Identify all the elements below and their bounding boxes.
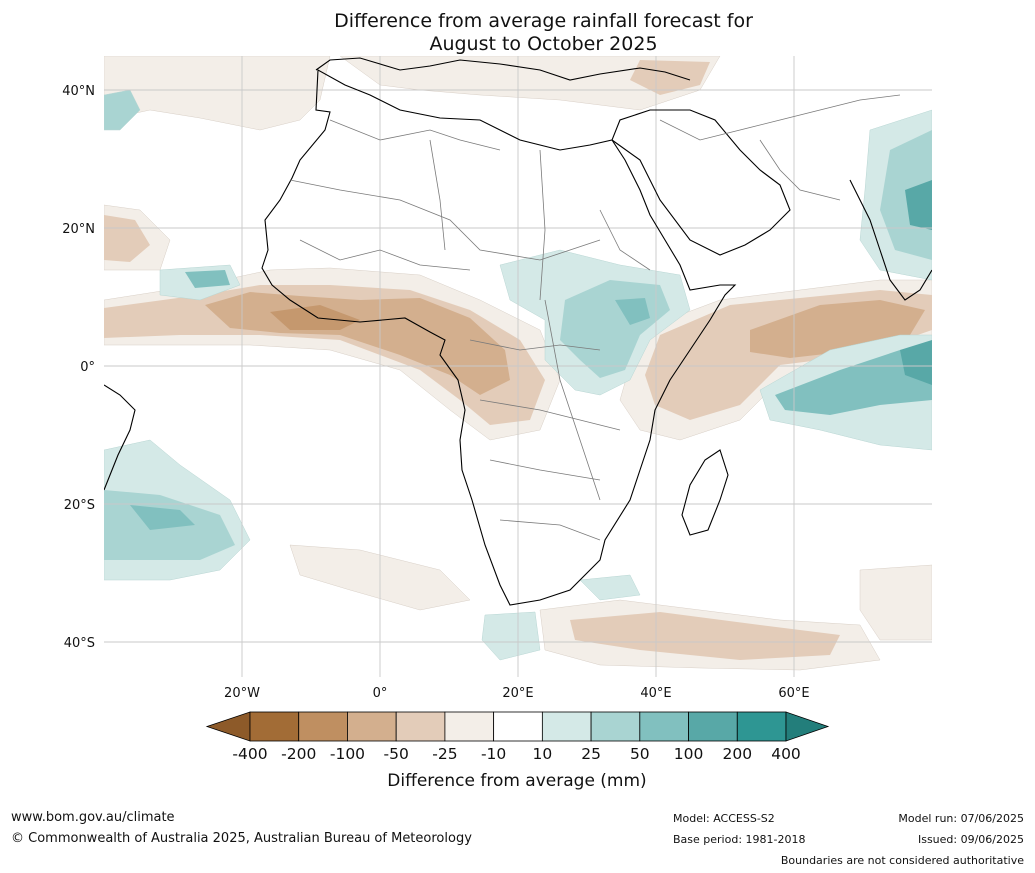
lon-label-20e: 20°E: [502, 686, 533, 701]
anomaly-wet-india-core: [905, 180, 932, 230]
anomaly-wet-agulhas: [481, 611, 541, 661]
anomaly-dry-mediterranean: [339, 56, 721, 111]
anomaly-wet-s-indian-ocean-mid: [775, 345, 932, 415]
colorbar-tick-label: -25: [432, 745, 457, 763]
coastline-india: [849, 179, 932, 301]
footer-base-period: Base period: 1981-2018: [673, 833, 806, 846]
anomaly-wet-west-sahel-core: [185, 270, 230, 288]
colorbar-cells: [249, 711, 787, 742]
colorbar-tick-label: -100: [330, 745, 365, 763]
anomaly-dry-med-core: [630, 60, 710, 95]
colorbar-tick-labels: -400 -200 -100 -50 -25 -10 10 25 50 100 200 400: [232, 745, 800, 763]
lon-label-0: 0°: [373, 686, 388, 701]
anomaly-fields: [104, 56, 932, 671]
footer-model: Model: ACCESS-S2: [673, 812, 775, 825]
colorbar-cell-5: [493, 711, 543, 742]
colorbar-tick-label: 10: [532, 745, 552, 763]
lon-label-20w: 20°W: [224, 686, 260, 701]
colorbar-cell-10: [736, 711, 787, 742]
coastlines: [104, 57, 932, 606]
lon-label-60e: 60°E: [778, 686, 809, 701]
colorbar-tick-label: 100: [674, 745, 704, 763]
title-line-1: Difference from average rainfall forecas…: [334, 10, 753, 32]
colorbar-cell-9: [688, 711, 738, 742]
anomaly-wet-s-indian-ocean-core: [900, 340, 932, 385]
footer-issued: Issued: 09/06/2025: [917, 833, 1024, 846]
coastline-arabia: [611, 109, 791, 256]
footer-copyright: © Commonwealth of Australia 2025, Austra…: [11, 831, 472, 846]
colorbar-cell-8: [639, 711, 689, 742]
colorbar-cell-7: [590, 711, 641, 742]
coastline-europe: [315, 57, 691, 81]
coastline-madagascar: [681, 449, 729, 536]
colorbar-title: Difference from average (mm): [387, 771, 646, 791]
anomaly-dry-southern-ocean-core: [570, 612, 840, 660]
colorbar-cell-4: [444, 711, 495, 742]
colorbar-tick-label: -10: [481, 745, 506, 763]
colorbar-low-extend: [205, 711, 251, 742]
colorbar-cell-6: [541, 711, 592, 742]
latitude-labels: 40°N 20°N 0° 20°S 40°S: [62, 84, 95, 651]
lon-label-40e: 40°E: [640, 686, 671, 701]
footer-model-run: Model run: 07/06/2025: [898, 812, 1024, 825]
title-line-2: August to October 2025: [429, 33, 658, 55]
colorbar-high-extend: [785, 711, 830, 742]
gridlines: [104, 56, 932, 677]
anomaly-wet-central-africa-core: [615, 298, 650, 325]
anomaly-dry-sahel-peak: [270, 305, 360, 330]
lat-label-40s: 40°S: [64, 636, 95, 651]
colorbar-tick-label: 25: [581, 745, 601, 763]
anomaly-dry-southeast-patch: [859, 564, 932, 641]
anomaly-dry-west-atlantic-core: [104, 215, 150, 262]
colorbar-tick-label: 400: [771, 745, 801, 763]
country-borders: [289, 94, 901, 541]
colorbar-cell-2: [347, 711, 397, 742]
lat-label-40n: 40°N: [62, 84, 95, 99]
coastline-africa: [261, 69, 737, 606]
lat-label-20n: 20°N: [62, 222, 95, 237]
lat-label-20s: 20°S: [64, 498, 95, 513]
colorbar-cell-3: [395, 711, 446, 742]
colorbar-tick-label: -200: [281, 745, 316, 763]
colorbar-cell-0: [249, 711, 300, 742]
anomaly-wet-south-atlantic-core: [130, 505, 195, 530]
colorbar-tick-label: -400: [232, 745, 267, 763]
colorbar-tick-label: 50: [630, 745, 650, 763]
colorbar-tick-label: 200: [722, 745, 752, 763]
colorbar-cell-1: [298, 711, 348, 742]
map-title: Difference from average rainfall forecas…: [0, 10, 1035, 56]
anomaly-wet-northwest-atlantic: [104, 89, 141, 131]
colorbar-tick-label: -50: [384, 745, 409, 763]
footer-website: www.bom.gov.au/climate: [11, 810, 175, 825]
anomaly-wet-mozambique-channel: [579, 574, 641, 601]
longitude-labels: 20°W 0° 20°E 40°E 60°E: [224, 686, 810, 701]
footer-disclaimer: Boundaries are not considered authoritat…: [780, 854, 1024, 867]
colorbar: -400 -200 -100 -50 -25 -10 10 25 50 100 200 400 Dif…: [205, 711, 830, 791]
coastline-south-america: [104, 384, 136, 491]
lat-label-0: 0°: [80, 360, 95, 375]
